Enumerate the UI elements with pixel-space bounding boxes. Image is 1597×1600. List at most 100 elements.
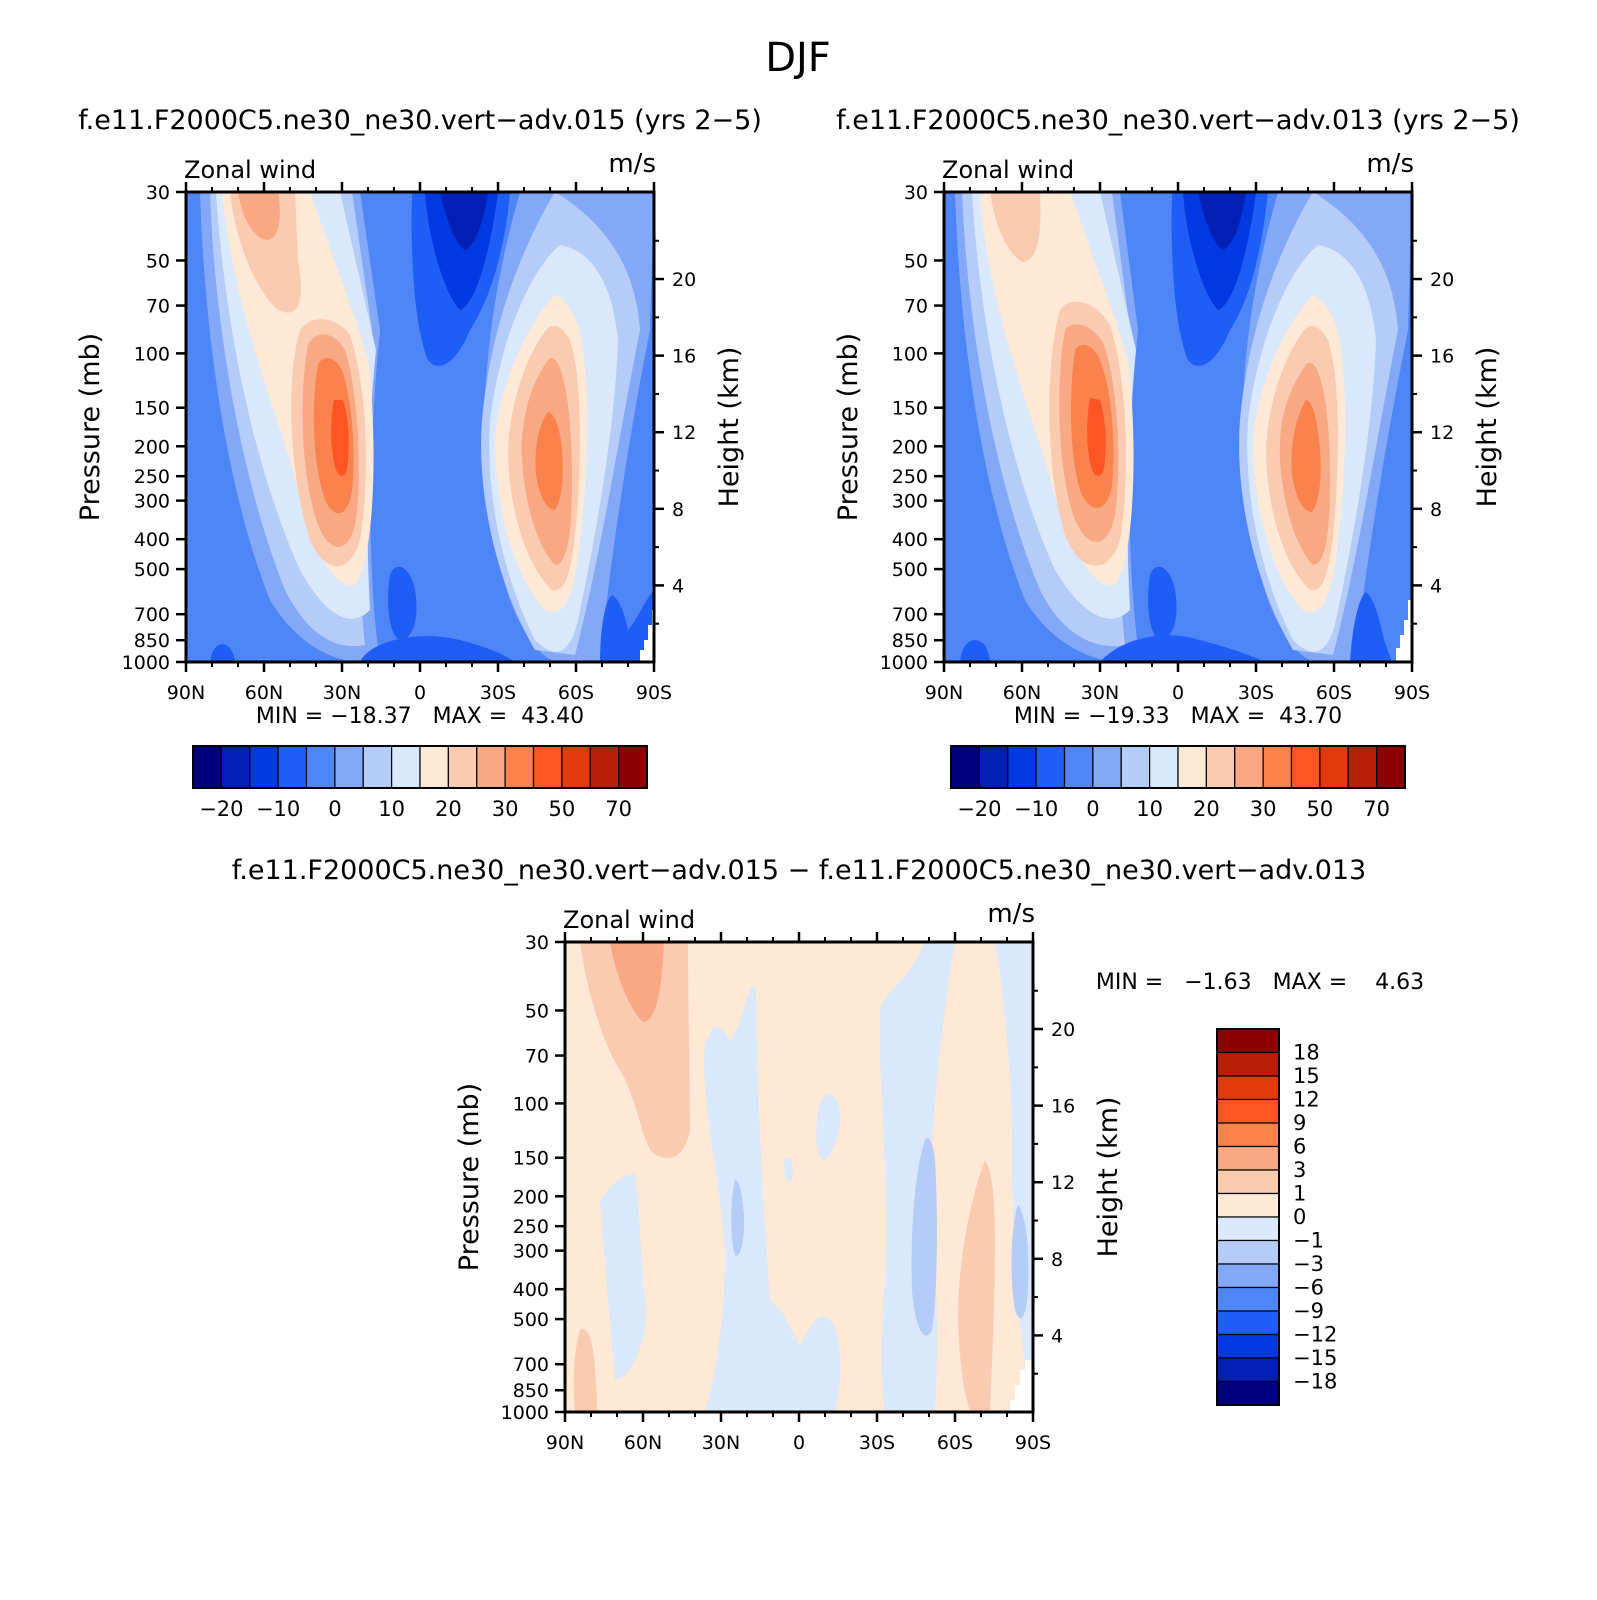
cb3-swatch — [1216, 1075, 1280, 1101]
p2-ytick-label: 700 — [892, 604, 928, 626]
p2-surface-easterly — [1100, 635, 1265, 662]
p2-ytick-label: 400 — [892, 529, 928, 551]
p2-xtick-label: 90N — [925, 682, 963, 704]
p3-y2label: Height (km) — [1093, 1097, 1124, 1258]
p3-positive-nh-low — [573, 1329, 597, 1412]
cb1-swatch — [362, 745, 393, 789]
cb1-swatch — [305, 745, 336, 789]
p1-polar-easterly — [600, 590, 654, 662]
p1-stats: MIN = −18.37 MAX = 43.40 — [256, 704, 584, 729]
cb3-swatch — [1216, 1263, 1280, 1289]
p1-xtick-label: 30S — [480, 682, 516, 704]
p3-left-label: Zonal wind — [563, 906, 695, 934]
p1-ytick-label: 50 — [146, 250, 170, 272]
cb2-label: 10 — [1136, 797, 1163, 821]
cb2-swatch — [1290, 745, 1321, 789]
p3-positive-nh — [580, 942, 690, 1159]
p1-y2tick-label: 16 — [672, 346, 696, 368]
cb3-swatch — [1216, 1310, 1280, 1336]
p2-y2tick-label: 12 — [1430, 422, 1454, 444]
p2-right-label: m/s — [1366, 149, 1414, 179]
p1-jet-sh-3 — [535, 412, 563, 510]
p3-positive-sh-3 — [958, 1160, 995, 1412]
p2-jet-sh-3 — [1291, 400, 1321, 512]
p3-ytick-label: 70 — [525, 1046, 549, 1068]
p3-ytick-label: 1000 — [501, 1402, 549, 1424]
cb1-swatch — [277, 745, 308, 789]
p3-ytick-label: 200 — [513, 1186, 549, 1208]
p2-lowlevel-easterly — [1148, 566, 1177, 640]
cb2-swatch — [1120, 745, 1151, 789]
cb3-swatch — [1216, 1380, 1280, 1406]
cb1-label: −20 — [199, 797, 243, 821]
p1-xtick-label: 60S — [558, 682, 594, 704]
colorbar-layer: −20 −10 0 10 20 30 50 70 −20 −10 0 10 20 30 50 70181512… — [192, 745, 1406, 1406]
p3-y2tick-label: 8 — [1051, 1249, 1063, 1271]
p3-negative-polar-strong — [1011, 1205, 1029, 1319]
p1-xtick-label: 60N — [245, 682, 283, 704]
p3-negative-sh-strong — [911, 1138, 937, 1336]
cb1-swatch — [504, 745, 535, 789]
panel-1-title: f.e11.F2000C5.ne30_ne30.vert−adv.015 (yr… — [78, 105, 762, 136]
p3-ytick-label: 850 — [513, 1380, 549, 1402]
cb3-label: 1 — [1293, 1182, 1306, 1206]
p3-right-label: m/s — [987, 899, 1035, 929]
axes-layer: 3050701001502002503004005007008501000201… — [122, 182, 1454, 1454]
p3-ytick-label: 50 — [525, 1000, 549, 1022]
cb2-swatch — [1092, 745, 1122, 789]
p1-ytick-label: 500 — [134, 559, 170, 581]
p3-xtick-label: 30S — [859, 1432, 895, 1454]
cb1-swatch — [618, 745, 648, 789]
cb1-swatch — [589, 745, 620, 789]
p2-ytick-label: 300 — [892, 491, 928, 513]
p3-xtick-label: 30N — [702, 1432, 740, 1454]
cb3-swatch — [1216, 1169, 1280, 1195]
cb2-swatch — [1063, 745, 1094, 789]
p1-ytick-label: 100 — [134, 343, 170, 365]
p2-easterly-3 — [1198, 192, 1246, 250]
p3-positive-nh-2 — [610, 942, 664, 1022]
p3-ytick-label: 100 — [513, 1093, 549, 1115]
cb2-swatch — [1007, 745, 1037, 789]
p3-stats: MIN = −1.63 MAX = 4.63 — [1096, 970, 1424, 995]
cb3-swatch — [1216, 1051, 1280, 1077]
p3-ylabel: Pressure (mb) — [454, 1083, 485, 1271]
cb3-label: −3 — [1293, 1252, 1324, 1276]
cb1-label: −10 — [256, 797, 300, 821]
cb1-swatch — [192, 745, 222, 789]
cb1-swatch — [249, 745, 279, 789]
p3-ytick-label: 250 — [513, 1216, 549, 1238]
cb1-label: 10 — [378, 797, 405, 821]
p1-y2tick-label: 20 — [672, 269, 696, 291]
p2-ytick-label: 30 — [904, 182, 928, 204]
cb3-label: −18 — [1293, 1370, 1337, 1394]
p2-ytick-label: 150 — [892, 398, 928, 420]
p1-y2tick-label: 8 — [672, 499, 684, 521]
cb3-label: 3 — [1293, 1158, 1306, 1182]
p1-left-label: Zonal wind — [184, 156, 316, 184]
p2-xtick-label: 90S — [1394, 682, 1430, 704]
p2-y2tick-label: 20 — [1430, 269, 1454, 291]
panel-2-title: f.e11.F2000C5.ne30_ne30.vert−adv.013 (yr… — [836, 105, 1520, 136]
p1-easterly-3 — [440, 192, 488, 250]
cb1-frame — [192, 745, 648, 789]
p1-y2tick-label: 4 — [672, 575, 684, 597]
cb1-swatch — [447, 745, 478, 789]
cb1-swatch — [476, 745, 506, 789]
cb1: −20 −10 0 10 20 30 50 70 — [192, 745, 648, 821]
p1-ytick-label: 1000 — [122, 652, 170, 674]
p2-y2tick-label: 4 — [1430, 575, 1442, 597]
panel-1-plot — [184, 190, 656, 664]
cb3-label: 6 — [1293, 1135, 1306, 1159]
p2-xtick-label: 30N — [1081, 682, 1119, 704]
panel-2-plot — [942, 190, 1414, 664]
p1-ytick-label: 300 — [134, 491, 170, 513]
p1-jet-nh-4 — [331, 400, 349, 476]
cb3-swatch — [1216, 1122, 1280, 1148]
p2-ytick-label: 250 — [892, 466, 928, 488]
cb2-swatch — [1262, 745, 1293, 789]
cb1-label: 30 — [492, 797, 519, 821]
